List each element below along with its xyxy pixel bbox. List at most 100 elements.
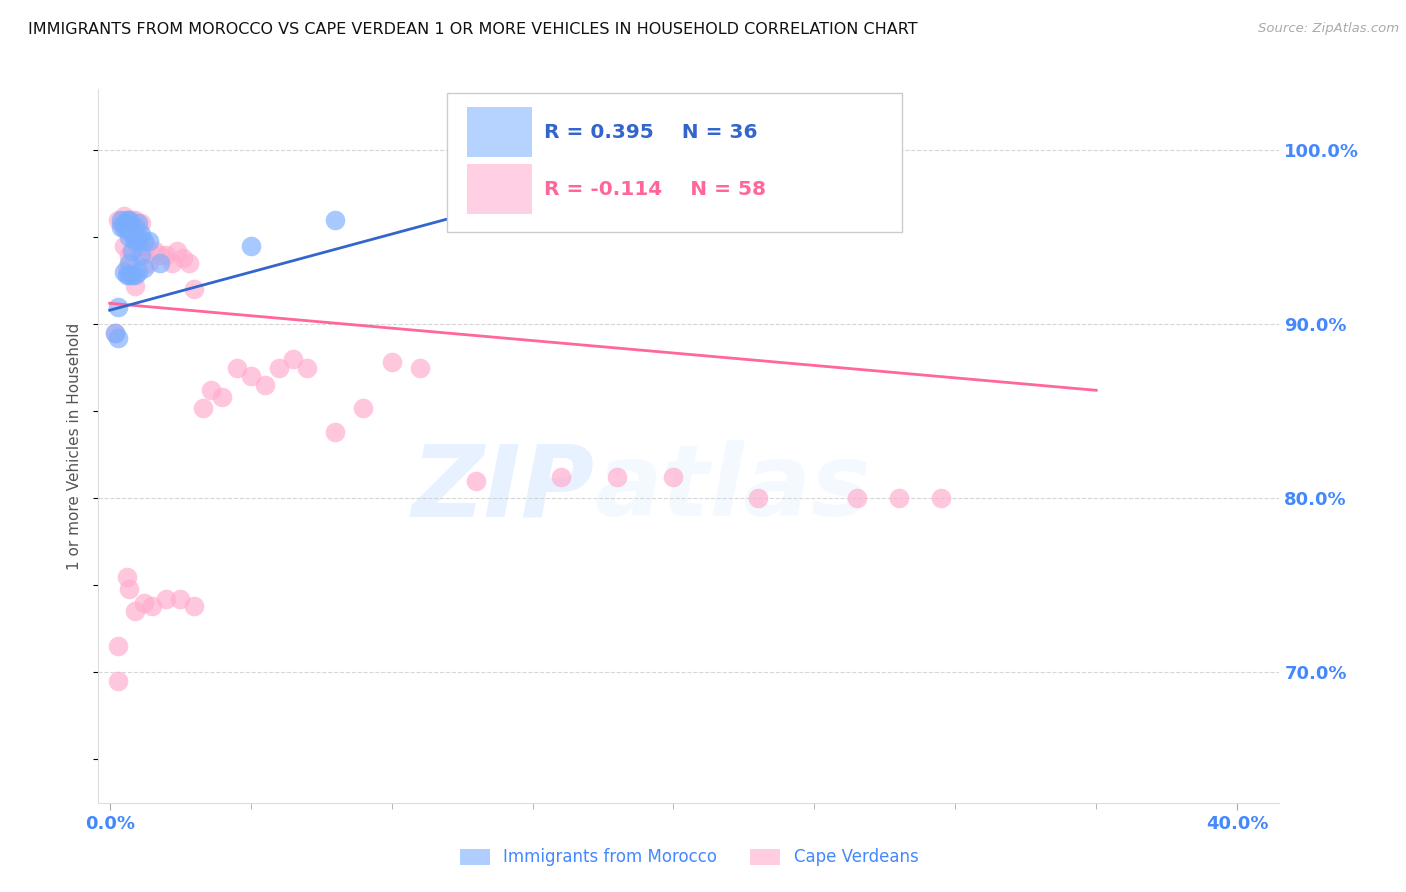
Point: [132, 596, 155, 610]
Point: [191, 401, 214, 415]
Point: [323, 212, 346, 227]
Point: [929, 491, 952, 506]
Point: [267, 360, 290, 375]
Point: [550, 470, 572, 484]
Point: [281, 351, 304, 366]
Point: [115, 221, 138, 235]
Point: [112, 209, 135, 223]
Text: R = 0.395    N = 36: R = 0.395 N = 36: [544, 122, 758, 142]
Point: [166, 244, 188, 258]
Point: [121, 244, 143, 258]
Point: [124, 604, 146, 618]
Point: [352, 401, 374, 415]
Point: [253, 378, 276, 392]
Point: [118, 230, 141, 244]
Text: ZIP: ZIP: [412, 441, 595, 537]
Point: [747, 491, 769, 506]
Point: [124, 227, 146, 241]
Point: [138, 234, 160, 248]
Point: [121, 219, 143, 234]
Point: [121, 268, 143, 283]
Point: [127, 239, 149, 253]
Point: [118, 212, 141, 227]
Point: [200, 384, 222, 398]
Text: R = -0.114    N = 58: R = -0.114 N = 58: [544, 179, 766, 199]
Point: [129, 227, 152, 241]
Point: [118, 212, 141, 227]
Text: IMMIGRANTS FROM MOROCCO VS CAPE VERDEAN 1 OR MORE VEHICLES IN HOUSEHOLD CORRELAT: IMMIGRANTS FROM MOROCCO VS CAPE VERDEAN …: [28, 22, 918, 37]
Point: [112, 221, 135, 235]
Point: [121, 227, 143, 241]
Point: [127, 265, 149, 279]
Point: [115, 569, 138, 583]
Point: [118, 247, 141, 261]
Point: [183, 599, 205, 614]
Point: [118, 216, 141, 230]
Point: [132, 234, 155, 248]
Point: [118, 256, 141, 270]
Point: [662, 470, 685, 484]
Point: [104, 326, 127, 340]
Point: [149, 247, 172, 261]
Point: [143, 244, 166, 258]
Point: [121, 212, 143, 227]
Point: [239, 239, 262, 253]
Point: [155, 592, 177, 607]
Point: [160, 256, 183, 270]
FancyBboxPatch shape: [467, 164, 531, 214]
Point: [110, 219, 132, 234]
Point: [112, 216, 135, 230]
Point: [110, 216, 132, 230]
Point: [380, 355, 402, 369]
Point: [107, 212, 129, 227]
Point: [239, 369, 262, 384]
Point: [115, 268, 138, 283]
Point: [172, 251, 194, 265]
Point: [155, 247, 177, 261]
Point: [887, 491, 910, 506]
Point: [138, 256, 160, 270]
Point: [149, 256, 172, 270]
Point: [127, 234, 149, 248]
Point: [104, 326, 127, 340]
Point: [112, 265, 135, 279]
Point: [129, 247, 152, 261]
Point: [124, 278, 146, 293]
Point: [465, 474, 488, 488]
FancyBboxPatch shape: [467, 107, 531, 157]
Point: [129, 216, 152, 230]
Point: [121, 227, 143, 241]
Point: [606, 470, 628, 484]
Point: [107, 639, 129, 653]
Point: [536, 178, 558, 192]
Point: [107, 331, 129, 345]
Point: [845, 491, 868, 506]
Point: [169, 592, 191, 607]
Point: [183, 282, 205, 296]
Point: [295, 360, 318, 375]
Point: [124, 268, 146, 283]
Point: [110, 212, 132, 227]
Point: [118, 582, 141, 596]
Point: [127, 221, 149, 235]
Legend: Immigrants from Morocco, Cape Verdeans: Immigrants from Morocco, Cape Verdeans: [453, 842, 925, 873]
Text: Source: ZipAtlas.com: Source: ZipAtlas.com: [1258, 22, 1399, 36]
Text: atlas: atlas: [595, 441, 870, 537]
Point: [112, 239, 135, 253]
Point: [124, 219, 146, 234]
Point: [177, 256, 200, 270]
Point: [118, 268, 141, 283]
Point: [127, 216, 149, 230]
Point: [409, 360, 432, 375]
Y-axis label: 1 or more Vehicles in Household: 1 or more Vehicles in Household: [67, 322, 83, 570]
Point: [107, 300, 129, 314]
Point: [323, 425, 346, 439]
Point: [124, 234, 146, 248]
Point: [115, 212, 138, 227]
Point: [107, 673, 129, 688]
Point: [124, 212, 146, 227]
FancyBboxPatch shape: [447, 93, 901, 232]
Point: [115, 261, 138, 276]
Point: [132, 261, 155, 276]
Point: [115, 216, 138, 230]
